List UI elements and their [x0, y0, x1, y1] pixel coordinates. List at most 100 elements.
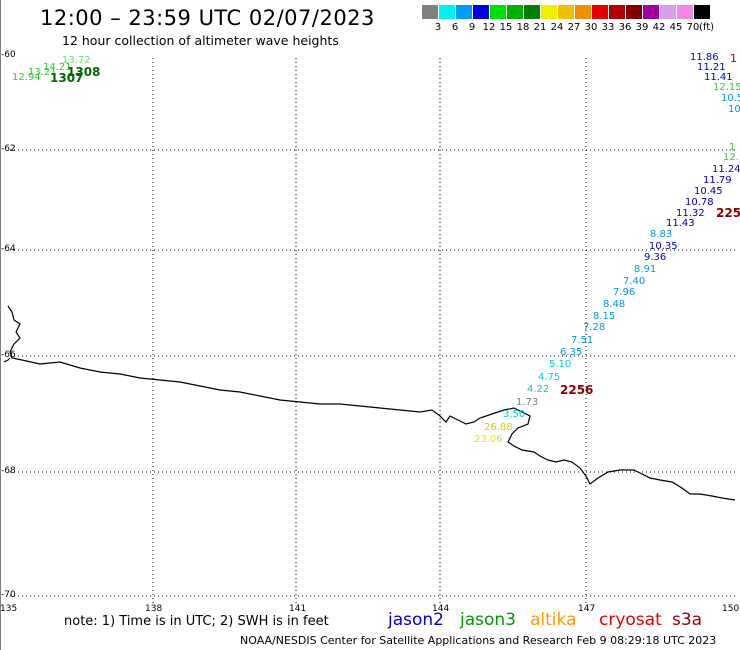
legend-label: 30	[584, 22, 598, 33]
satellite-s3a: s3a	[672, 610, 703, 630]
wave-height-label: 2256	[560, 383, 594, 397]
wave-height-label: 13.72	[62, 55, 91, 66]
map-title: 12:00 – 23:59 UTC 02/07/2023	[40, 6, 375, 30]
wave-height-label: 7.96	[613, 287, 636, 298]
wave-height-label: 3.50	[503, 409, 526, 420]
wave-height-label: 9.36	[644, 252, 667, 263]
wave-height-label: 8.15	[593, 311, 616, 322]
legend-swatch	[439, 5, 455, 19]
legend-label: 70	[686, 22, 700, 33]
lon-label: 144	[432, 604, 450, 614]
legend-swatch	[473, 5, 489, 19]
legend-label: 45	[669, 22, 683, 33]
wave-height-label: 10.45	[694, 186, 723, 197]
lat-label: -64	[1, 244, 16, 254]
legend-swatch	[677, 5, 693, 19]
legend-label: 33	[601, 22, 615, 33]
wave-height-label: 6.35	[560, 347, 583, 358]
legend-swatch	[575, 5, 591, 19]
wave-height-label: 8.83	[650, 229, 673, 240]
legend-swatch	[694, 5, 710, 19]
legend-label: 21	[533, 22, 547, 33]
wave-height-label: 1307	[50, 71, 84, 85]
wave-height-label: 23.06	[474, 434, 503, 445]
legend-swatch	[422, 5, 438, 19]
wave-height-label: 7.40	[623, 276, 646, 287]
wave-height-label: 11.21	[697, 62, 726, 73]
credit-line: NOAA/NESDIS Center for Satellite Applica…	[240, 634, 717, 647]
lat-label: -62	[1, 144, 16, 154]
wave-height-label: 1308	[67, 65, 101, 79]
legend-swatch	[609, 5, 625, 19]
wave-height-label: 7.28	[583, 322, 606, 333]
wave-height-label: 11.41	[704, 72, 733, 83]
lon-label: 138	[145, 604, 163, 614]
lat-label: -60	[1, 50, 16, 60]
legend-swatch	[592, 5, 608, 19]
wave-height-label: 10.78	[685, 197, 714, 208]
satellite-jason3: jason3	[460, 610, 516, 630]
wave-height-label: 11.24	[712, 164, 740, 175]
legend-label: 27	[567, 22, 581, 33]
lon-label: 135	[0, 604, 18, 614]
lon-label: 147	[578, 604, 596, 614]
wave-height-label: 14.21	[43, 62, 72, 73]
satellite-altika: altika	[530, 610, 577, 630]
wave-height-label: 11.43	[666, 218, 695, 229]
lon-label: 150	[722, 604, 740, 614]
footer-note: note: 1) Time is in UTC; 2) SWH is in fe…	[64, 614, 329, 629]
wave-height-label: 225	[716, 206, 740, 220]
wave-height-label: 10.5	[721, 93, 740, 104]
lat-label: -68	[1, 466, 16, 476]
wave-height-label: 10.35	[649, 241, 678, 252]
legend-swatch	[524, 5, 540, 19]
satellite-cryosat: cryosat	[599, 610, 662, 630]
legend-label: 15	[499, 22, 513, 33]
wave-height-label: 12.	[723, 152, 739, 163]
legend-label: 12	[482, 22, 496, 33]
legend-swatch	[626, 5, 642, 19]
satellite-jason2: jason2	[388, 610, 444, 630]
wave-height-label: 11.79	[703, 175, 732, 186]
legend-label: 9	[468, 22, 476, 33]
legend-swatch	[490, 5, 506, 19]
legend-swatch	[456, 5, 472, 19]
coastline	[7, 305, 736, 501]
wave-height-label: 13.21	[28, 67, 57, 78]
legend-swatch	[558, 5, 574, 19]
wave-height-label: 8.91	[634, 264, 657, 275]
legend-swatch	[660, 5, 676, 19]
lat-label: -66	[1, 350, 16, 360]
wave-height-label: 1.73	[516, 397, 539, 408]
wave-height-label: 12.15	[713, 82, 740, 93]
legend-label: 3	[434, 22, 442, 33]
wave-height-label: 8.48	[603, 299, 626, 310]
legend-swatch	[507, 5, 523, 19]
wave-height-label: 5.10	[549, 359, 572, 370]
legend-label: 6	[451, 22, 459, 33]
legend-swatch	[541, 5, 557, 19]
map-subtitle: 12 hour collection of altimeter wave hei…	[62, 33, 339, 48]
wave-height-label: 1	[730, 52, 737, 65]
legend-label: 39	[635, 22, 649, 33]
wave-height-label: 4.75	[538, 372, 561, 383]
wave-height-label: 11.86	[690, 52, 719, 63]
lat-label: -70	[1, 590, 16, 600]
legend-label: 24	[550, 22, 564, 33]
wave-height-label: 4.22	[527, 384, 550, 395]
wave-height-label: 7.51	[571, 335, 594, 346]
coastline-inlet	[3, 357, 11, 363]
legend-label: 18	[516, 22, 530, 33]
legend-label: 42	[652, 22, 666, 33]
legend-swatch	[643, 5, 659, 19]
wave-height-label: 26.88	[484, 422, 513, 433]
wave-height-label: 12.94	[12, 72, 41, 83]
lon-label: 141	[289, 604, 307, 614]
wave-height-label: 10	[728, 104, 740, 115]
wave-height-label: 1	[729, 142, 736, 153]
legend-label: 36	[618, 22, 632, 33]
graticule	[10, 58, 735, 605]
legend-unit: (ft)	[699, 22, 715, 33]
wave-height-label: 11.32	[676, 208, 705, 219]
